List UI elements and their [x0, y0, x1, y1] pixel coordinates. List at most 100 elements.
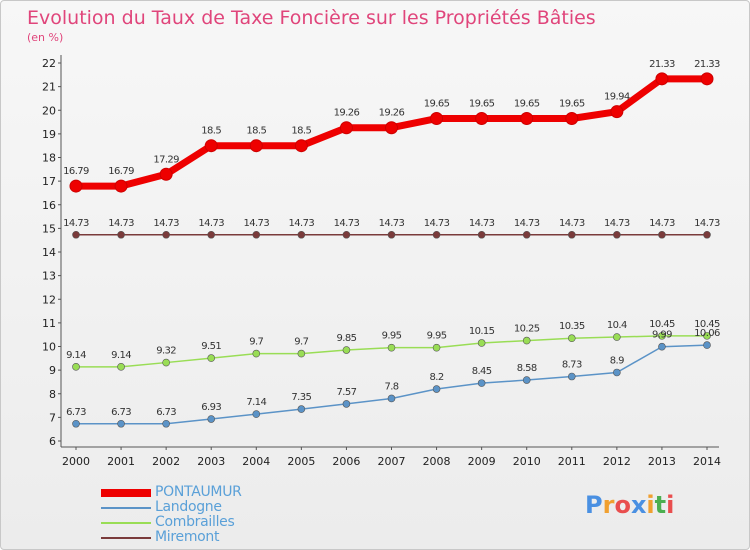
logo-letter: r	[602, 491, 615, 519]
proxiti-logo: Proxiti	[585, 491, 674, 519]
data-point	[252, 349, 261, 358]
x-tick-label: 2000	[62, 455, 90, 468]
data-point	[477, 230, 486, 239]
data-label: 14.73	[514, 218, 540, 229]
data-label: 18.5	[201, 126, 221, 137]
x-tick-label: 2007	[378, 455, 406, 468]
data-point	[522, 230, 531, 239]
data-point	[613, 230, 621, 239]
chart-subtitle: (en %)	[27, 31, 64, 44]
data-point	[207, 354, 216, 362]
data-label: 9.14	[66, 350, 86, 361]
data-point	[477, 379, 486, 387]
data-label: 14.73	[379, 218, 405, 229]
y-tick-label: 10	[42, 341, 56, 354]
data-point	[162, 419, 170, 428]
data-label: 18.5	[291, 126, 311, 137]
y-tick-label: 9	[49, 364, 56, 377]
data-point	[613, 333, 621, 341]
y-tick-label: 21	[42, 81, 56, 94]
data-label: 14.73	[694, 218, 720, 229]
data-label: 14.73	[289, 218, 315, 229]
data-label: 6.73	[156, 407, 176, 418]
data-label: 10.45	[649, 319, 675, 330]
logo-letter: t	[654, 491, 667, 519]
data-point	[249, 139, 263, 153]
data-label: 9.51	[201, 341, 221, 352]
data-label: 10.4	[607, 320, 627, 331]
data-label: 10.25	[514, 324, 540, 335]
data-point	[387, 343, 396, 352]
data-label: 6.93	[201, 402, 221, 413]
data-label: 14.73	[198, 218, 224, 229]
data-point	[655, 72, 669, 86]
legend-label: Combrailles	[155, 514, 235, 530]
data-label: 9.14	[111, 350, 131, 361]
data-point	[430, 112, 444, 126]
legend-swatch	[101, 507, 151, 509]
data-point	[385, 121, 398, 135]
data-label: 14.73	[108, 218, 134, 229]
data-label: 8.9	[610, 355, 624, 366]
data-label: 9.32	[156, 346, 176, 357]
data-label: 14.73	[63, 218, 89, 229]
data-point	[567, 230, 576, 239]
data-point	[162, 230, 170, 239]
data-point	[703, 341, 711, 349]
data-label: 7.14	[246, 397, 266, 408]
data-label: 17.29	[153, 154, 179, 165]
data-label: 14.73	[243, 218, 269, 229]
data-label: 8.2	[430, 372, 444, 383]
data-point	[432, 385, 441, 393]
data-label: 7.57	[336, 387, 356, 398]
data-point	[520, 112, 534, 126]
data-label: 19.65	[514, 99, 540, 110]
logo-letter: P	[585, 491, 603, 519]
legend-label: Miremont	[155, 529, 220, 545]
data-point	[159, 167, 173, 181]
data-point	[117, 363, 125, 371]
data-point	[339, 121, 353, 135]
data-label: 16.79	[108, 166, 134, 177]
data-point	[703, 230, 711, 239]
data-point	[117, 230, 125, 239]
data-point	[387, 230, 396, 239]
legend-label: Landogne	[155, 499, 222, 515]
data-label: 9.99	[652, 330, 672, 341]
data-label: 7.8	[384, 381, 398, 392]
x-tick-label: 2010	[513, 455, 541, 468]
data-point	[613, 368, 621, 377]
data-label: 14.73	[153, 218, 179, 229]
data-point	[252, 410, 261, 418]
data-label: 14.73	[604, 218, 630, 229]
data-point	[432, 230, 441, 239]
data-label: 7.35	[291, 392, 311, 403]
y-tick-label: 6	[49, 435, 56, 448]
data-label: 10.06	[694, 328, 720, 339]
data-label: 9.95	[382, 331, 402, 342]
y-tick-label: 13	[42, 270, 56, 283]
data-label: 14.73	[559, 218, 585, 229]
data-label: 21.33	[694, 59, 720, 70]
chart-title: Evolution du Taux de Taxe Foncière sur l…	[27, 7, 596, 29]
data-point	[204, 139, 218, 153]
logo-letter: i	[666, 491, 675, 519]
data-point	[522, 336, 531, 345]
x-tick-label: 2011	[558, 455, 586, 468]
data-point	[387, 394, 396, 403]
data-label: 19.65	[559, 99, 585, 110]
x-tick-label: 2005	[287, 455, 315, 468]
y-tick-label: 16	[42, 199, 56, 212]
data-point	[117, 419, 125, 428]
data-label: 10.15	[469, 326, 495, 337]
data-label: 6.73	[111, 407, 131, 418]
data-point	[567, 372, 576, 381]
data-point	[522, 376, 531, 384]
data-point	[342, 230, 351, 239]
data-point	[610, 105, 624, 119]
x-tick-label: 2012	[603, 455, 631, 468]
data-point	[114, 179, 128, 193]
data-label: 14.73	[334, 218, 360, 229]
data-point	[207, 230, 216, 239]
data-label: 6.73	[66, 407, 86, 418]
